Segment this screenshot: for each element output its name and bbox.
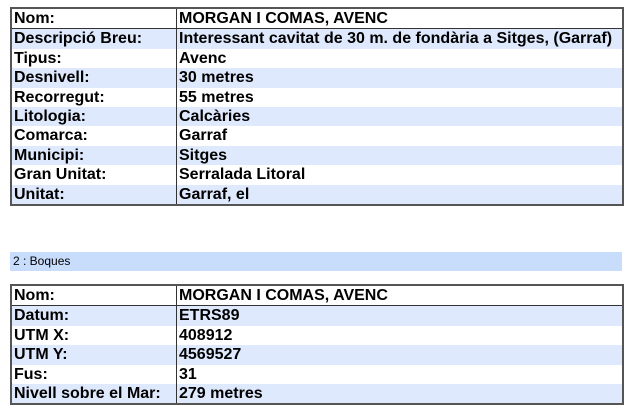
table-row: Nivell sobre el Mar: 279 metres [11,384,623,405]
field-value: Interessant cavitat de 30 m. de fondària… [176,28,623,49]
table-row: Nom: MORGAN I COMAS, AVENC [11,285,623,307]
table-row: Descripció Breu: Interessant cavitat de 3… [11,28,623,49]
section-header-boques: 2 : Boques [10,252,622,271]
field-label: Unitat: [11,184,177,206]
field-value: MORGAN I COMAS, AVENC [176,8,623,30]
field-label: Nom: [11,285,177,307]
field-label: Municipi: [11,145,177,166]
entrance-info-table: Nom: MORGAN I COMAS, AVENC Datum: ETRS89 UTM… [10,284,624,406]
table-row: Municipi: Sitges [11,145,623,166]
field-label: Nom: [11,8,177,30]
table-row: Fus: 31 [11,364,623,385]
field-value: 31 [179,365,197,383]
table-row: Gran Unitat: Serralada Litoral [11,165,623,185]
field-value: Serralada Litoral [179,166,306,184]
field-label: Recorregut: [11,87,177,108]
field-value: 4569527 [176,345,623,365]
cave-info-table: Nom: MORGAN I COMAS, AVENC Descripció Breu… [10,7,624,207]
field-label: Fus: [11,364,177,385]
field-value: ETRS89 [176,305,623,326]
table-row: Unitat: Garraf, el [11,184,623,206]
field-value: Garraf [179,127,228,145]
field-label: UTM Y: [11,345,177,365]
table-row: UTM X: 408912 [11,325,623,346]
table-row: Recorregut: 55 metres [11,87,623,108]
table-row: Tipus: Avenc [11,48,623,69]
field-label: Desnivell: [11,68,177,88]
field-value: Sitges [176,145,623,166]
field-value: Calcàries [176,107,623,127]
table-row: Datum: ETRS89 [11,305,623,326]
field-value: Avenc [179,49,227,67]
field-value: 279 metres [176,384,623,405]
field-value: 408912 [179,326,233,344]
field-value: 30 metres [176,68,623,88]
field-value: 55 metres [179,88,254,106]
field-label: Tipus: [11,48,177,69]
table-row: UTM Y: 4569527 [11,345,623,365]
field-label: Descripció Breu: [11,28,177,49]
field-value: MORGAN I COMAS, AVENC [176,285,623,307]
table-row: Litologia: Calcàries [11,107,623,127]
table-row: Comarca: Garraf [11,126,623,146]
field-label: UTM X: [11,325,177,346]
field-label: Litologia: [11,107,177,127]
field-label: Gran Unitat: [11,165,177,185]
field-value: Garraf, el [176,184,623,206]
field-label: Datum: [11,305,177,326]
table-row: Desnivell: 30 metres [11,68,623,88]
field-label: Nivell sobre el Mar: [11,384,177,405]
table-row: Nom: MORGAN I COMAS, AVENC [11,8,623,30]
field-label: Comarca: [11,126,177,146]
